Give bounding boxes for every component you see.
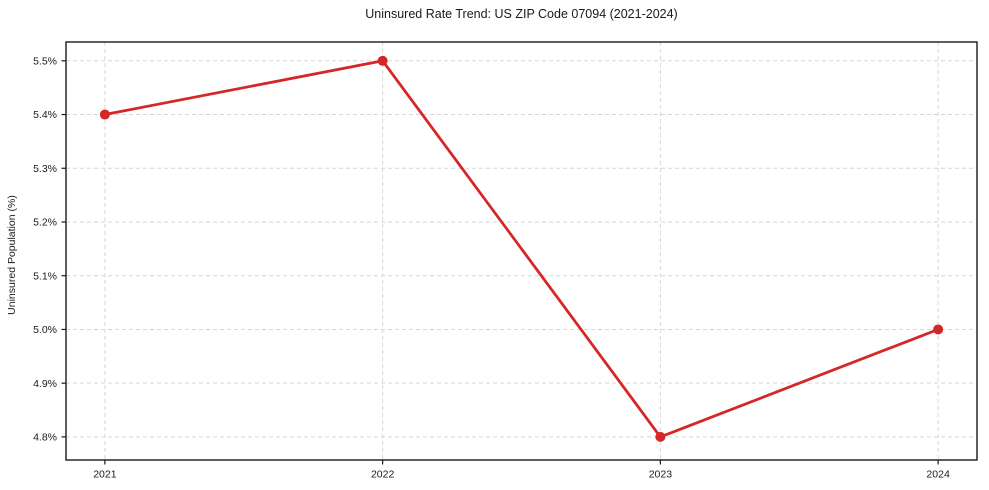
data-point-marker [99, 109, 110, 120]
y-tick-label: 4.9% [33, 378, 57, 390]
y-tick-label: 5.2% [33, 217, 57, 229]
axes-spines [65, 41, 978, 461]
data-point-marker [933, 324, 944, 335]
x-tick-label: 2023 [649, 469, 673, 481]
y-tick-label: 4.8% [33, 432, 57, 444]
x-tick-label: 2021 [93, 469, 117, 481]
y-tick-label: 5.0% [33, 324, 57, 336]
chart-title: Uninsured Rate Trend: US ZIP Code 07094 … [365, 7, 678, 21]
y-tick-label: 5.4% [33, 109, 57, 121]
data-point-marker [655, 431, 666, 442]
x-tick-label: 2024 [926, 469, 950, 481]
y-tick-label: 5.1% [33, 270, 57, 282]
data-line [103, 59, 940, 439]
data-point-marker [377, 55, 388, 66]
x-tick-label: 2022 [371, 469, 395, 481]
y-tick-label: 5.3% [33, 163, 57, 175]
y-tick-label: 5.5% [33, 55, 57, 67]
